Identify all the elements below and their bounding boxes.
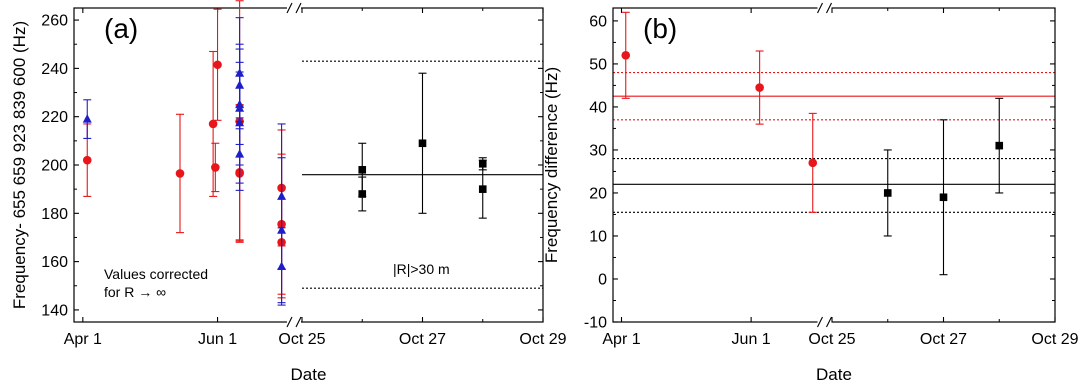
axis-break-mark xyxy=(826,2,832,14)
x-tick-label: Jun 1 xyxy=(198,331,237,348)
chart-panel-a: (a) Date Frequency- 655 659 923 839 600 … xyxy=(10,0,567,384)
y-tick-label: 60 xyxy=(589,13,607,30)
y-tick-label: 140 xyxy=(41,302,68,319)
x-tick-label: Oct 29 xyxy=(1031,331,1078,348)
data-point xyxy=(478,185,487,193)
y-tick-label: 180 xyxy=(41,206,68,223)
annotation-corrected: Values corrected for R → ∞ xyxy=(104,266,212,300)
data-point xyxy=(211,163,220,172)
data-point xyxy=(235,149,245,158)
data-point xyxy=(358,190,367,198)
axis-break-mark xyxy=(286,2,293,14)
x-axis-title: Date xyxy=(816,365,852,384)
y-tick-label: 50 xyxy=(589,56,607,73)
axis-break-mark xyxy=(295,2,302,14)
data-point xyxy=(418,139,427,148)
y-tick-label: 220 xyxy=(41,109,68,126)
annotation-line: Values corrected xyxy=(104,266,208,282)
x-tick-label: Oct 25 xyxy=(278,331,325,348)
panel-label: (b) xyxy=(643,13,677,44)
axis-break-mark xyxy=(286,316,293,328)
data-point xyxy=(939,193,948,202)
y-tick-label: 200 xyxy=(41,158,68,175)
y-tick-label: 160 xyxy=(41,254,68,271)
annotation-radius: |R|>30 m xyxy=(393,261,450,277)
panel-label: (a) xyxy=(104,13,138,44)
data-point xyxy=(995,141,1004,150)
chart-panel-b: (b) Date Frequency difference (Hz) -10 0 1… xyxy=(542,2,1079,384)
axis-break-mark xyxy=(826,316,832,328)
x-axis-title: Date xyxy=(291,365,327,384)
axis-break-mark xyxy=(817,316,823,328)
data-point xyxy=(82,114,92,123)
axis-break-gap xyxy=(287,3,301,13)
x-tick-label: Oct 25 xyxy=(808,331,855,348)
data-point xyxy=(277,261,287,270)
x-tick-label: Oct 27 xyxy=(399,331,446,348)
y-tick-label: -10 xyxy=(584,315,607,332)
plot-frame xyxy=(612,7,1056,323)
y-tick-label: 10 xyxy=(589,228,607,245)
annotation-line: for R → ∞ xyxy=(104,284,166,300)
y-axis-title: Frequency- 655 659 923 839 600 (Hz) xyxy=(10,21,29,309)
data-point xyxy=(621,51,631,60)
axis-break-gap xyxy=(287,317,301,327)
y-tick-label: 30 xyxy=(589,142,607,159)
x-tick-label: Oct 29 xyxy=(519,331,566,348)
data-point xyxy=(208,119,218,129)
y-axis-title: Frequency difference (Hz) xyxy=(542,67,561,263)
data-point xyxy=(82,155,92,165)
data-point xyxy=(175,169,185,178)
y-tick-label: 40 xyxy=(589,99,607,116)
y-tick-label: 240 xyxy=(41,61,68,78)
data-point xyxy=(883,189,892,197)
y-tick-label: 20 xyxy=(589,185,607,202)
data-point xyxy=(808,158,818,168)
y-tick-label: 0 xyxy=(598,271,607,288)
x-tick-label: Oct 27 xyxy=(920,331,967,348)
x-tick-label: Apr 1 xyxy=(64,331,102,348)
x-tick-label: Apr 1 xyxy=(602,331,640,348)
data-point xyxy=(213,60,222,70)
y-tick-label: 260 xyxy=(41,13,68,30)
data-point xyxy=(755,83,764,92)
x-tick-label: Jun 1 xyxy=(732,331,771,348)
axis-break-gap xyxy=(817,317,832,327)
axis-break-gap xyxy=(817,3,832,13)
axis-break-mark xyxy=(295,316,302,328)
axis-break-mark xyxy=(817,2,823,14)
data-point xyxy=(358,166,367,174)
